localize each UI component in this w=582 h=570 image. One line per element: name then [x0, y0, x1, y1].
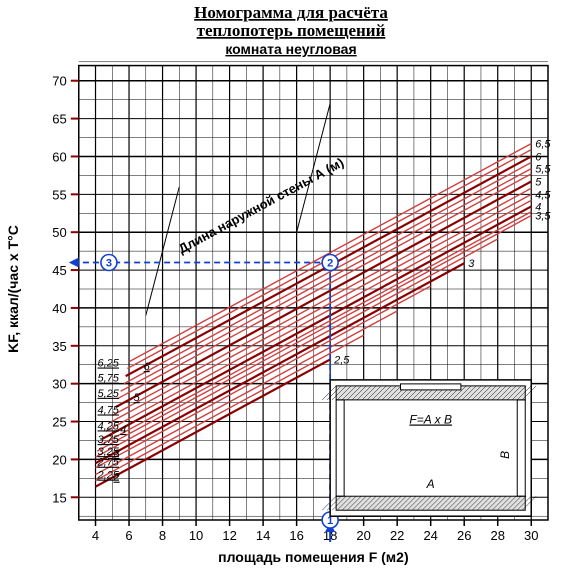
inset-window	[401, 384, 461, 390]
x-tick-label: 4	[92, 528, 99, 543]
x-tick-label: 6	[125, 528, 132, 543]
left-edge-label: 6,25	[98, 358, 120, 370]
title-line1: Номограмма для расчёта	[194, 3, 388, 22]
dark-diag-label: 6	[144, 361, 151, 373]
arrowhead-icon	[69, 257, 79, 267]
title-line2: теплопотерь помещений	[197, 21, 386, 40]
y-tick-label: 65	[52, 112, 66, 127]
left-edge-label: 5,25	[98, 388, 120, 400]
dark-diag-label: 2	[113, 472, 120, 484]
y-tick-label: 55	[52, 187, 66, 202]
x-tick-label: 10	[189, 528, 203, 543]
left-edge-label: 5,75	[98, 373, 120, 385]
diagonal-line	[116, 181, 532, 407]
y-tick-label: 30	[52, 377, 66, 392]
x-tick-label: 14	[256, 528, 270, 543]
y-tick-label: 35	[52, 339, 66, 354]
y-tick-label: 50	[52, 225, 66, 240]
right-edge-label: 6,5	[535, 139, 551, 151]
y-tick-label: 60	[52, 149, 66, 164]
x-tick-label: 20	[356, 528, 370, 543]
right-edge-label: 5,5	[535, 164, 551, 176]
x-tick-label: 26	[457, 528, 471, 543]
right-edge-label: 6	[535, 151, 542, 163]
dark-diag-label: 3	[114, 448, 121, 460]
x-axis-label: площадь помещения F (м2)	[218, 549, 408, 565]
x-tick-label: 12	[222, 528, 236, 543]
diagonal-line	[121, 169, 532, 392]
subtitle: комната неугловая	[225, 41, 356, 57]
left-edge-label: 3,75	[98, 434, 120, 446]
right-edge-label: 4	[535, 201, 541, 213]
y-tick-label: 70	[52, 74, 66, 89]
diag-axis-label: Длина наружной стены А (м)	[176, 155, 346, 257]
x-tick-label: 22	[390, 528, 404, 543]
x-tick-label: 8	[159, 528, 166, 543]
y-tick-label: 20	[52, 452, 66, 467]
x-tick-label: 28	[490, 528, 504, 543]
nomogram-chart: Номограмма для расчётатеплопотерь помеще…	[0, 0, 582, 570]
right-edge-label: 2,5	[333, 354, 350, 366]
dark-diag-label: 5	[134, 392, 141, 404]
diagonal-line	[124, 163, 531, 384]
guide-point-number: 2	[327, 257, 333, 269]
right-edge-label: 4,5	[535, 189, 551, 201]
y-tick-label: 15	[52, 490, 66, 505]
y-tick-label: 40	[52, 301, 66, 316]
left-edge-label: 4,75	[98, 404, 120, 416]
x-tick-label: 16	[289, 528, 303, 543]
x-tick-label: 24	[423, 528, 437, 543]
inset-label-a: A	[426, 477, 435, 491]
dark-diag-label: 4	[120, 424, 126, 436]
right-edge-label: 3	[468, 258, 475, 270]
guide-point-number: 3	[106, 257, 112, 269]
y-axis-label: KF, ккал/(час х Т°С	[5, 225, 21, 353]
inset-label-b: B	[498, 451, 512, 459]
y-tick-label: 45	[52, 263, 66, 278]
left-edge-label: 4,25	[98, 420, 120, 432]
right-edge-label: 5	[535, 176, 542, 188]
x-tick-label: 30	[524, 528, 538, 543]
inset-formula: F=A x B	[409, 413, 452, 427]
y-tick-label: 25	[52, 415, 66, 430]
chart-svg: Номограмма для расчётатеплопотерь помеще…	[0, 0, 582, 570]
